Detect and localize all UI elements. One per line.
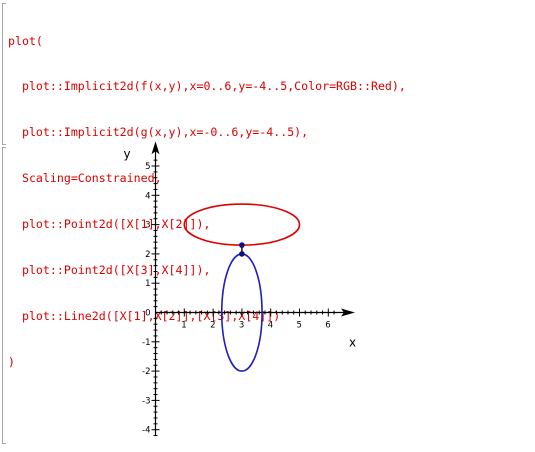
y-tick-label: 1 [145,279,150,289]
code-line-2: plot::Implicit2d(f(x,y),x=0..6,y=-4..5,C… [8,79,406,94]
tick-labels: 1 2 3 4 5 6 -4 -3 -2 -1 0 1 2 3 4 5 [142,162,331,436]
x-tick-label: 2 [210,321,215,331]
code-line-4: Scaling=Constrained, [8,171,162,186]
y-tick-label: 0 [145,309,150,319]
axes [151,141,355,437]
red-ellipse-curve [183,203,301,246]
x-axis-arrow [340,308,355,317]
y-tick-label: -2 [142,367,150,377]
y-tick-label: 2 [145,250,150,260]
y-tick-label: -4 [142,426,150,436]
y-tick-label: 3 [145,221,150,231]
x-tick-label: 1 [181,321,186,331]
code-line-1: plot( [8,33,43,48]
y-tick-label: -3 [142,396,150,406]
y-axis-arrow [151,141,160,155]
plot-point-2 [239,251,245,257]
input-region[interactable]: plot( plot::Implicit2d(f(x,y),x=0..6,y=-… [0,0,535,369]
code-line-3: plot::Implicit2d(g(x,y),x=-0..6,y=-4..5)… [8,125,309,140]
curves [183,203,301,372]
code-line-5: plot::Point2d([X[1],X[2]]), [8,217,211,232]
y-tick-label: 4 [145,191,150,201]
plot-point-1 [239,242,245,248]
x-axis-label: x [349,336,356,350]
y-tick-label: 5 [145,162,150,172]
code-line-8: ) [8,354,15,369]
x-tick-label: 5 [297,321,302,331]
x-tick-label: 3 [239,321,244,331]
y-tick-label: -1 [142,338,150,348]
code-line-6: plot::Point2d([X[3],X[4]]), [8,263,211,278]
x-tick-label: 4 [268,321,273,331]
x-tick-label: 6 [325,321,330,331]
y-axis-label: y [124,147,131,161]
input-code[interactable]: plot( plot::Implicit2d(f(x,y),x=0..6,y=-… [8,3,406,401]
output-cell-bracket[interactable] [2,147,6,444]
input-cell-bracket[interactable] [2,3,6,145]
